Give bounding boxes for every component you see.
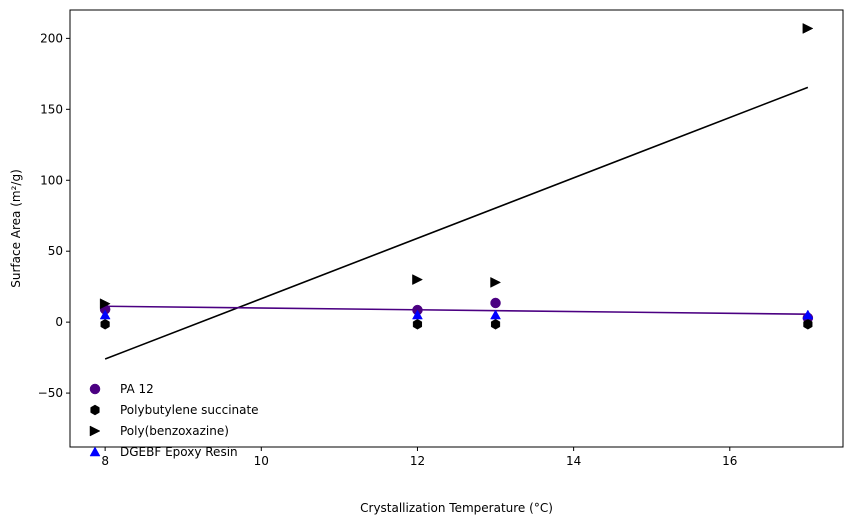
x-axis-label: Crystallization Temperature (°C) [360,501,553,515]
x-tick-label: 16 [722,454,737,468]
data-point-series-2-2 [412,318,423,330]
data-point-series-4-4 [802,309,814,320]
y-tick-label: 0 [55,315,63,329]
y-axis-ticks: −50 0 50 100 150 200 [38,31,70,400]
y-tick-label: 200 [40,31,63,45]
trend-line-2 [105,305,808,315]
data-point-series-4-2 [412,309,423,320]
data-point-series-2-3 [490,318,501,330]
x-tick-label: 14 [566,454,581,468]
x-tick-label: 10 [254,454,269,468]
legend-label-3: Poly(benzoxazine) [120,424,229,438]
y-tick-label: 50 [48,244,63,258]
data-point-series-4-3 [490,309,501,320]
trend-lines [104,86,809,360]
legend-marker-1 [89,383,101,395]
x-axis-ticks: 8 10 12 14 16 [101,447,737,468]
data-point-series-3-3 [490,277,502,288]
data-points [99,23,814,330]
trend-line-1 [104,86,809,360]
y-tick-label: 100 [40,173,63,187]
data-point-series-2-4 [803,318,813,330]
data-point-series-4-1 [99,309,111,320]
x-tick-label: 8 [101,454,109,468]
legend-marker-3 [89,425,101,437]
data-point-series-3-1 [99,298,111,310]
plot-area-frame [69,9,844,448]
legend-label-4: DGEBF Epoxy Resin [120,445,238,459]
data-point-series-1-3 [490,297,501,309]
x-tick-label: 12 [410,454,425,468]
legend-marker-4 [89,446,101,457]
data-point-series-2-1 [100,318,110,330]
legend-marker-2 [90,404,100,416]
y-tick-label: −50 [38,386,63,400]
legend-label-2: Polybutylene succinate [120,403,259,417]
y-tick-label: 150 [40,102,63,116]
y-axis-label: Surface Area (m²/g) [9,169,23,287]
data-point-series-3-4 [802,23,814,34]
legend: PA 12 Polybutylene succinate Poly(benzoxaz… [89,382,259,459]
legend-label-1: PA 12 [120,382,154,396]
data-point-series-3-2 [412,274,424,285]
